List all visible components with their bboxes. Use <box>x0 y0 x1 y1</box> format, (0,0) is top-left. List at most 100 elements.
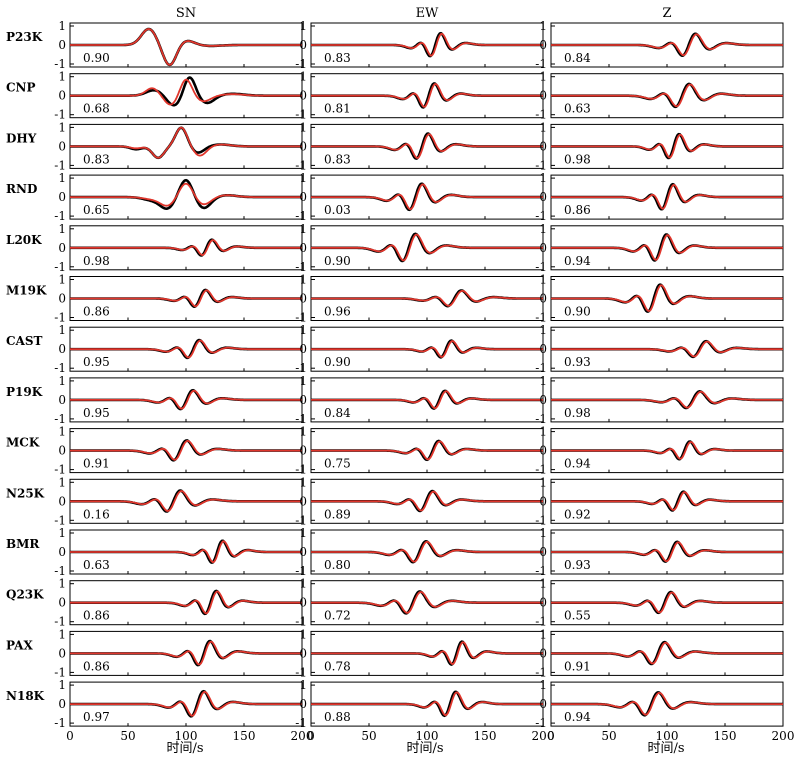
synthetic-waveform <box>311 83 543 108</box>
panel-n18k-sn: 1 0 -1 0.97 <box>54 678 303 730</box>
y-tick-label: 1 <box>299 323 307 337</box>
panel-p23k-sn: 1 0 -1 0.90 <box>54 19 303 71</box>
station-label-pax: PAX <box>6 638 33 652</box>
y-tick-label: 0 <box>299 190 307 204</box>
cc-label: 0.95 <box>83 355 110 369</box>
synthetic-waveform <box>70 339 302 359</box>
x-axis-label-z: 时间/s <box>647 741 684 756</box>
panel-p19k-ew: 1 0 -1 0.84 <box>295 374 544 426</box>
y-tick-label: 1 <box>539 577 547 591</box>
cc-label: 0.68 <box>83 102 110 116</box>
synthetic-waveform <box>70 289 302 308</box>
component-title-sn: SN <box>176 6 196 21</box>
x-tick-label: 200 <box>291 729 314 743</box>
y-tick-label: 1 <box>539 222 547 236</box>
y-tick-label: 0 <box>58 292 66 306</box>
y-tick-label: 0 <box>539 292 547 306</box>
cc-label: 0.65 <box>83 203 110 217</box>
panel-p19k-z: 1 0 -1 0.98 <box>535 374 784 426</box>
cc-label: 0.98 <box>83 254 110 268</box>
y-tick-label: 0 <box>299 38 307 52</box>
cc-label: 0.98 <box>564 152 591 166</box>
y-tick-label: 0 <box>539 697 547 711</box>
synthetic-waveform <box>551 340 783 358</box>
x-tick-label: 50 <box>361 729 376 743</box>
synthetic-waveform <box>311 32 543 57</box>
panel-m19k-z: 1 0 -1 0.90 <box>535 273 784 325</box>
y-tick-label: 0 <box>539 545 547 559</box>
x-tick-label: 0 <box>547 729 555 743</box>
synthetic-waveform <box>311 691 543 717</box>
panel-m19k-sn: 1 0 -1 0.86 <box>54 273 303 325</box>
y-tick-label: -1 <box>535 108 547 122</box>
cc-label: 0.94 <box>564 254 591 268</box>
panel-dhy-z: 1 0 -1 0.98 <box>535 120 784 172</box>
y-tick-label: -1 <box>295 209 307 223</box>
y-tick-label: 0 <box>58 38 66 52</box>
y-tick-label: 1 <box>539 70 547 84</box>
synthetic-waveform <box>311 290 543 307</box>
panel-l20k-z: 1 0 -1 0.94 <box>535 222 784 274</box>
y-tick-label: -1 <box>535 564 547 578</box>
synthetic-waveform <box>311 641 543 665</box>
panel-rnd-ew: 1 0 -1 0.03 <box>295 171 544 223</box>
panel-n18k-ew: 1 0 -1 0.88 <box>295 678 544 730</box>
y-tick-label: 1 <box>539 678 547 692</box>
y-tick-label: 0 <box>299 139 307 153</box>
cc-label: 0.55 <box>564 609 591 623</box>
synthetic-waveform <box>70 182 302 207</box>
synthetic-waveform <box>551 591 783 614</box>
synthetic-waveform <box>311 490 543 512</box>
y-tick-label: -1 <box>535 311 547 325</box>
y-tick-label: 1 <box>58 171 66 185</box>
y-tick-label: 0 <box>58 89 66 103</box>
y-tick-label: -1 <box>295 260 307 274</box>
synthetic-waveform <box>70 78 302 106</box>
y-tick-label: 1 <box>58 526 66 540</box>
synthetic-waveform <box>311 390 543 410</box>
y-tick-label: -1 <box>295 412 307 426</box>
y-tick-label: 0 <box>58 190 66 204</box>
y-tick-label: 0 <box>299 697 307 711</box>
synthetic-waveform <box>70 28 302 66</box>
y-tick-label: 0 <box>58 697 66 711</box>
x-tick-label: 100 <box>175 729 198 743</box>
cc-label: 0.63 <box>564 102 591 116</box>
panel-cast-ew: 1 0 -1 0.90 <box>295 323 544 375</box>
panel-q23k-sn: 1 0 -1 0.86 <box>54 577 303 629</box>
panel-bmr-sn: 1 0 -1 0.63 <box>54 526 303 578</box>
y-tick-label: -1 <box>295 57 307 71</box>
synthetic-waveform <box>70 239 302 256</box>
y-tick-label: -1 <box>535 412 547 426</box>
y-tick-label: 1 <box>539 627 547 641</box>
x-tick-label: 50 <box>120 729 135 743</box>
panel-p19k-sn: 1 0 -1 0.95 <box>54 374 303 426</box>
cc-label: 0.95 <box>83 406 110 420</box>
panel-mck-sn: 1 0 -1 0.91 <box>54 425 303 477</box>
y-tick-label: -1 <box>54 513 66 527</box>
cc-label: 0.86 <box>83 659 110 673</box>
synthetic-waveform <box>311 233 543 262</box>
panel-dhy-sn: 1 0 -1 0.83 <box>54 120 303 172</box>
y-tick-label: 0 <box>299 545 307 559</box>
y-tick-label: -1 <box>54 665 66 679</box>
y-tick-label: 0 <box>299 89 307 103</box>
y-tick-label: 1 <box>58 678 66 692</box>
y-tick-label: -1 <box>295 108 307 122</box>
synthetic-waveform <box>70 126 302 159</box>
synthetic-waveform <box>70 590 302 615</box>
station-label-cnp: CNP <box>6 81 36 95</box>
y-tick-label: 1 <box>299 171 307 185</box>
y-tick-label: 1 <box>539 425 547 439</box>
synthetic-waveform <box>70 440 302 461</box>
cc-label: 0.80 <box>324 558 351 572</box>
y-tick-label: 1 <box>539 475 547 489</box>
y-tick-label: 1 <box>58 374 66 388</box>
y-tick-label: 1 <box>539 171 547 185</box>
cc-label: 0.94 <box>564 710 591 724</box>
cc-label: 0.84 <box>564 51 591 65</box>
y-tick-label: 1 <box>539 273 547 287</box>
x-tick-label: 50 <box>601 729 616 743</box>
